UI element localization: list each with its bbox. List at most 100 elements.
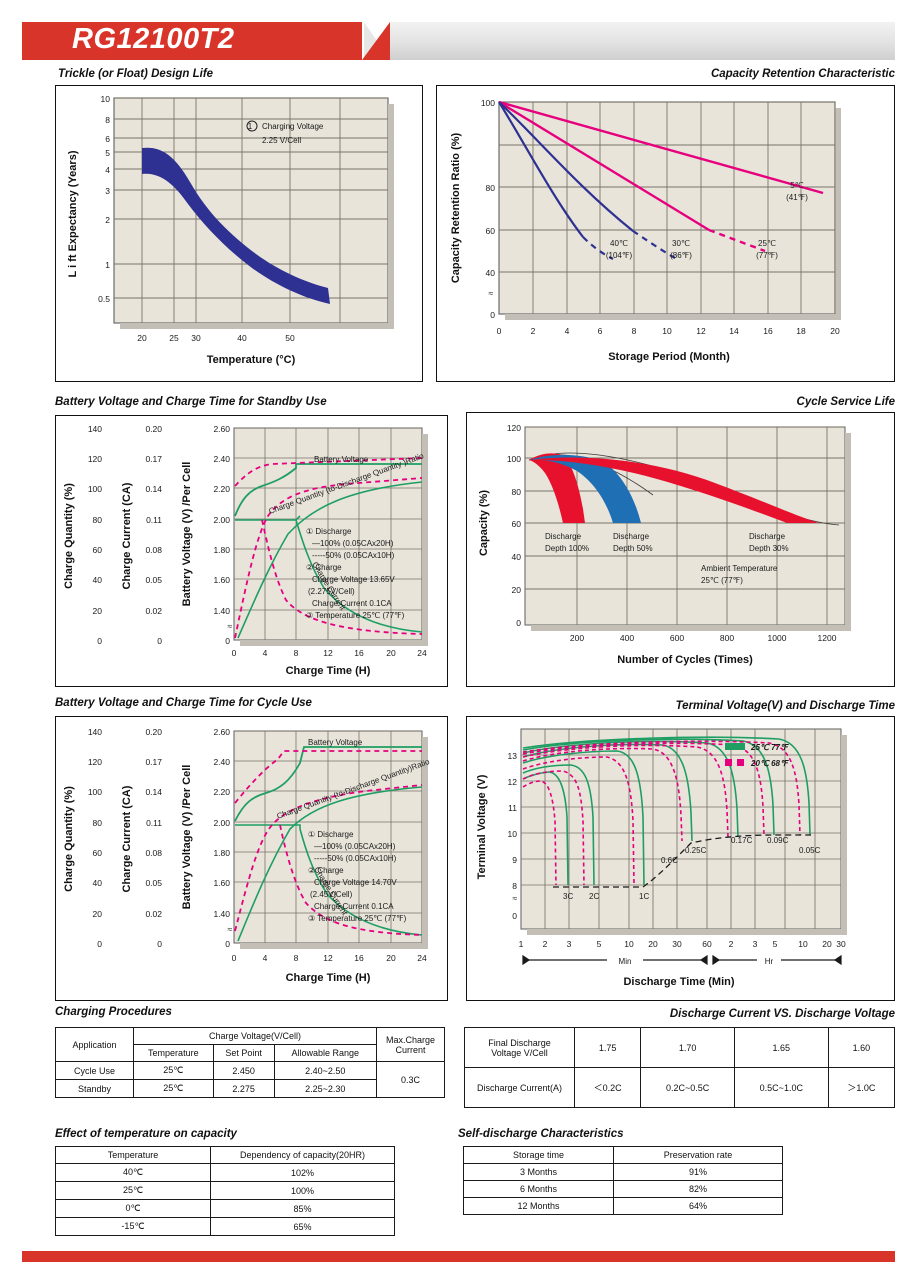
svg-text:1.40: 1.40 bbox=[213, 606, 230, 616]
svg-text:20: 20 bbox=[386, 648, 396, 658]
svg-text:(2.45V/Cell): (2.45V/Cell) bbox=[310, 890, 353, 899]
svg-text:① Discharge: ① Discharge bbox=[308, 830, 354, 839]
svg-text:0.14: 0.14 bbox=[145, 484, 162, 494]
cell-application: Cycle Use bbox=[55, 1061, 134, 1080]
svg-text:4: 4 bbox=[565, 326, 570, 336]
table-discharge-current-voltage: Final Discharge Voltage V/Cell 1.75 1.70… bbox=[464, 1027, 896, 1108]
svg-text:6: 6 bbox=[105, 134, 110, 144]
cell-voltage: 1.75 bbox=[573, 1027, 642, 1068]
header-storage-time: Storage time bbox=[463, 1146, 614, 1164]
svg-text:8: 8 bbox=[512, 881, 517, 891]
svg-text:0.11: 0.11 bbox=[146, 818, 162, 828]
table-row: Application Charge Voltage(V/Cell) Max.C… bbox=[55, 1027, 445, 1062]
section-title-charging: Charging Procedures bbox=[55, 1006, 172, 1018]
table-self-discharge: Storage time Preservation rate 3 Months … bbox=[463, 1146, 783, 1215]
svg-text:25℃ 77℉: 25℃ 77℉ bbox=[750, 743, 789, 752]
svg-text:0.25C: 0.25C bbox=[685, 846, 707, 855]
cell-temperature: 40℃ bbox=[55, 1163, 211, 1182]
svg-text:0: 0 bbox=[157, 636, 162, 646]
cell-temperature: 25℃ bbox=[55, 1181, 211, 1200]
table-row: 25℃ 100% bbox=[55, 1181, 395, 1200]
section-title-self-discharge: Self-discharge Characteristics bbox=[458, 1128, 624, 1140]
cell-temperature: -15℃ bbox=[55, 1217, 211, 1236]
cell-dependency: 65% bbox=[210, 1217, 395, 1236]
svg-text:16: 16 bbox=[354, 648, 364, 658]
svg-text:0: 0 bbox=[497, 326, 502, 336]
cell-set-point: 2.275 bbox=[212, 1079, 275, 1098]
svg-text:3C: 3C bbox=[563, 892, 573, 901]
label-line2: Voltage V/Cell bbox=[491, 1047, 548, 1058]
svg-text:3: 3 bbox=[105, 186, 110, 196]
svg-text:0.05: 0.05 bbox=[145, 878, 162, 888]
header-dependency: Dependency of capacity(20HR) bbox=[210, 1146, 395, 1164]
svg-text:0: 0 bbox=[516, 618, 521, 628]
cell-allowable-range: 2.40~2.50 bbox=[273, 1061, 378, 1080]
svg-text:0.02: 0.02 bbox=[145, 909, 162, 919]
svg-text:-----50% (0.05CAx10H): -----50% (0.05CAx10H) bbox=[314, 854, 397, 863]
svg-text:120: 120 bbox=[88, 454, 102, 464]
svg-text:4: 4 bbox=[263, 648, 268, 658]
svg-text:9: 9 bbox=[512, 855, 517, 865]
svg-text:≈: ≈ bbox=[488, 288, 493, 298]
chart-panel-cycle-use: 140 120 100 80 60 40 20 0 0.20 0.17 0.14 0.11 … bbox=[55, 716, 448, 1001]
svg-text:2.00: 2.00 bbox=[213, 818, 230, 828]
table-row: 6 Months 82% bbox=[463, 1180, 783, 1198]
svg-text:140: 140 bbox=[88, 727, 102, 737]
svg-text:2.40: 2.40 bbox=[213, 757, 230, 767]
cell-voltage: 1.60 bbox=[827, 1027, 896, 1068]
svg-text:(2.275V/Cell): (2.275V/Cell) bbox=[308, 587, 355, 596]
svg-text:0: 0 bbox=[225, 939, 230, 949]
svg-text:2: 2 bbox=[729, 939, 734, 949]
table-row: 12 Months 64% bbox=[463, 1197, 783, 1215]
svg-text:30: 30 bbox=[836, 939, 846, 949]
svg-text:80: 80 bbox=[93, 515, 103, 525]
section-title-cycle-use: Battery Voltage and Charge Time for Cycl… bbox=[55, 697, 312, 709]
cell-current: 0.2C~0.5C bbox=[640, 1067, 735, 1108]
page-header: RG12100T2 bbox=[0, 0, 917, 62]
svg-text:Charge Current (CA): Charge Current (CA) bbox=[121, 785, 133, 892]
svg-text:2.40: 2.40 bbox=[213, 454, 230, 464]
svg-text:Charging Voltage: Charging Voltage bbox=[262, 122, 324, 131]
svg-text:80: 80 bbox=[512, 487, 522, 497]
svg-text:0: 0 bbox=[512, 911, 517, 921]
cell-preservation-rate: 91% bbox=[613, 1163, 783, 1181]
cell-current: ＜0.2C bbox=[573, 1067, 642, 1108]
svg-text:5: 5 bbox=[597, 939, 602, 949]
svg-text:(86℉): (86℉) bbox=[670, 251, 692, 260]
svg-text:100: 100 bbox=[507, 454, 521, 464]
svg-text:Min: Min bbox=[619, 957, 632, 966]
svg-text:20: 20 bbox=[93, 909, 103, 919]
svg-text:10: 10 bbox=[624, 939, 634, 949]
svg-text:0.20: 0.20 bbox=[145, 727, 162, 737]
svg-text:5℃: 5℃ bbox=[790, 181, 803, 190]
svg-text:0: 0 bbox=[97, 636, 102, 646]
svg-text:140: 140 bbox=[88, 424, 102, 434]
svg-text:≈: ≈ bbox=[227, 621, 232, 631]
svg-text:30℃: 30℃ bbox=[672, 239, 690, 248]
svg-text:3: 3 bbox=[567, 939, 572, 949]
svg-text:25℃ (77℉): 25℃ (77℉) bbox=[701, 576, 743, 585]
page-title: RG12100T2 bbox=[72, 23, 235, 55]
svg-text:0: 0 bbox=[97, 939, 102, 949]
svg-text:(77℉): (77℉) bbox=[756, 251, 778, 260]
svg-text:40℃: 40℃ bbox=[610, 239, 628, 248]
svg-text:Discharge: Discharge bbox=[613, 532, 650, 541]
svg-text:12: 12 bbox=[696, 326, 706, 336]
svg-text:12: 12 bbox=[508, 777, 518, 787]
svg-text:0: 0 bbox=[232, 648, 237, 658]
chart-panel-retention: 100 80 60 40 0 ≈ 5℃ (41℉) 40℃ (104℉) 30℃… bbox=[436, 85, 895, 382]
cell-dependency: 102% bbox=[210, 1163, 395, 1182]
svg-text:100: 100 bbox=[88, 484, 102, 494]
svg-text:Charge Quantity (%): Charge Quantity (%) bbox=[63, 786, 75, 892]
svg-text:2.00: 2.00 bbox=[213, 515, 230, 525]
svg-text:10: 10 bbox=[508, 829, 518, 839]
svg-text:0.05: 0.05 bbox=[145, 575, 162, 585]
svg-text:25℃: 25℃ bbox=[758, 239, 776, 248]
svg-text:Depth 100%: Depth 100% bbox=[545, 544, 589, 553]
svg-text:20: 20 bbox=[93, 606, 103, 616]
cell-voltage: 1.65 bbox=[733, 1027, 829, 1068]
svg-text:2: 2 bbox=[105, 215, 110, 225]
svg-text:2: 2 bbox=[531, 326, 536, 336]
